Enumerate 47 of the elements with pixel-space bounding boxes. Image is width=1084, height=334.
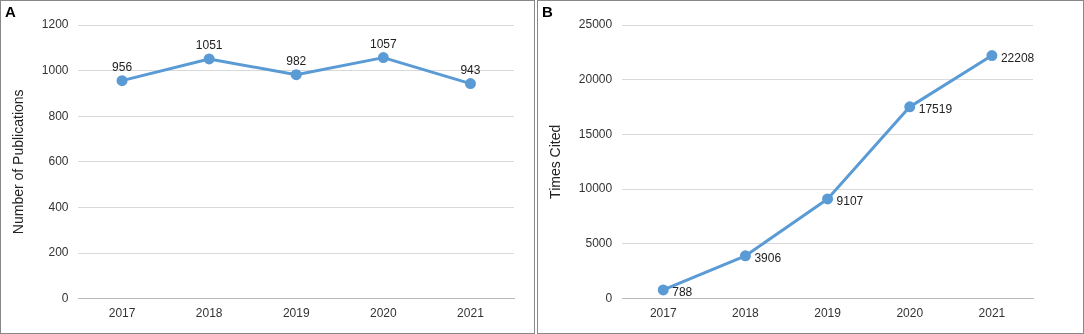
x-tick-label: 2018: [732, 306, 760, 321]
x-tick-label: 2021: [457, 306, 485, 321]
chart-title: A: [5, 3, 16, 20]
x-tick-label: 2017: [108, 306, 136, 321]
x-tick-label: 2020: [370, 306, 398, 321]
y-tick-label: 20000: [578, 72, 613, 87]
point: [464, 78, 476, 90]
point: [116, 75, 128, 87]
data-label: 956: [112, 59, 133, 74]
y-tick-label: 25000: [578, 17, 613, 32]
point: [203, 53, 215, 65]
data-label: 943: [460, 62, 481, 77]
point: [822, 193, 834, 205]
y-tick-label: 15000: [578, 126, 613, 141]
y-tick-label: 1000: [41, 62, 69, 77]
y-tick-label: 0: [605, 290, 613, 305]
point: [739, 250, 751, 262]
y-tick-label: 800: [48, 108, 69, 123]
y-tick-label: 400: [48, 199, 69, 214]
y-tick-label: 600: [48, 154, 69, 169]
data-label: 982: [286, 54, 307, 69]
data-label: 9107: [836, 194, 864, 209]
data-label: 1057: [370, 36, 398, 51]
y-axis-title: Times Cited: [547, 124, 564, 199]
x-tick-label: 2019: [814, 306, 842, 321]
point: [904, 101, 916, 113]
y-tick-label: 1200: [41, 17, 69, 32]
data-label: 3906: [754, 251, 782, 266]
data-label: 788: [672, 285, 693, 300]
x-tick-label: 2017: [649, 306, 677, 321]
y-axis-title: Number of Publications: [10, 89, 27, 235]
y-tick-label: 0: [61, 290, 69, 305]
y-tick-label: 10000: [578, 181, 613, 196]
data-label: 17519: [918, 102, 953, 117]
x-tick-label: 2021: [978, 306, 1006, 321]
point: [290, 69, 302, 81]
y-tick-label: 5000: [585, 236, 613, 251]
data-label: 22208: [1000, 50, 1035, 65]
x-tick-label: 2019: [282, 306, 310, 321]
x-tick-label: 2020: [896, 306, 924, 321]
chart-title: B: [542, 3, 553, 20]
point: [377, 52, 389, 64]
point: [986, 50, 998, 62]
y-tick-label: 200: [48, 245, 69, 260]
x-tick-label: 2018: [195, 306, 223, 321]
data-label: 1051: [195, 38, 223, 53]
point: [657, 284, 669, 296]
